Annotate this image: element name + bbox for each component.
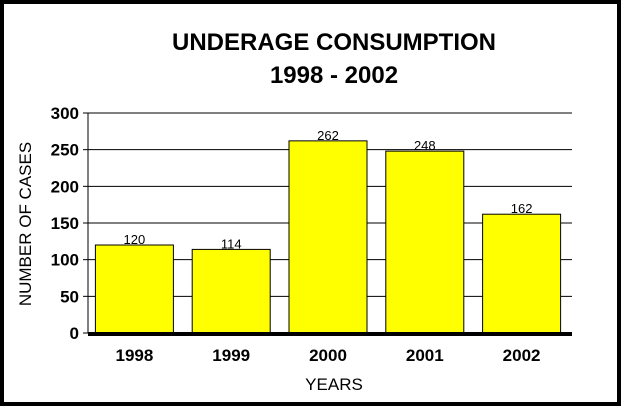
y-axis-label: NUMBER OF CASES <box>16 142 35 306</box>
x-axis-floor <box>88 332 572 336</box>
x-tick-label: 1999 <box>212 346 250 365</box>
y-tick-label: 0 <box>70 324 79 343</box>
bar-2000 <box>288 140 368 334</box>
x-tick-label: 2002 <box>503 346 541 365</box>
x-tick-label: 1998 <box>115 346 153 365</box>
bar-2002 <box>482 213 562 334</box>
y-tick-label: 250 <box>51 141 79 160</box>
bar-1998 <box>94 244 174 334</box>
data-label: 120 <box>124 232 146 247</box>
x-axis-label: YEARS <box>305 375 363 394</box>
data-label: 248 <box>414 138 436 153</box>
y-tick-label: 100 <box>51 251 79 270</box>
bar-2001 <box>385 150 465 334</box>
x-tick-label: 2000 <box>309 346 347 365</box>
x-tick-labels: 1998 1999 2000 2001 2002 <box>115 346 540 365</box>
y-tick-label: 50 <box>60 287 79 306</box>
bars <box>94 140 562 334</box>
data-label: 114 <box>221 236 242 251</box>
chart-title: UNDERAGE CONSUMPTION <box>172 29 496 56</box>
y-tick-label: 300 <box>51 104 79 123</box>
data-labels: 120 114 262 248 162 <box>124 128 533 252</box>
data-label: 162 <box>511 201 533 216</box>
y-tick-labels: 0 50 100 150 200 250 300 <box>51 104 88 343</box>
x-tick-label: 2001 <box>406 346 444 365</box>
y-tick-label: 200 <box>51 177 79 196</box>
chart-subtitle: 1998 - 2002 <box>270 62 398 89</box>
data-label: 262 <box>317 128 339 143</box>
bar-1999 <box>191 248 271 334</box>
y-tick-label: 150 <box>51 214 79 233</box>
